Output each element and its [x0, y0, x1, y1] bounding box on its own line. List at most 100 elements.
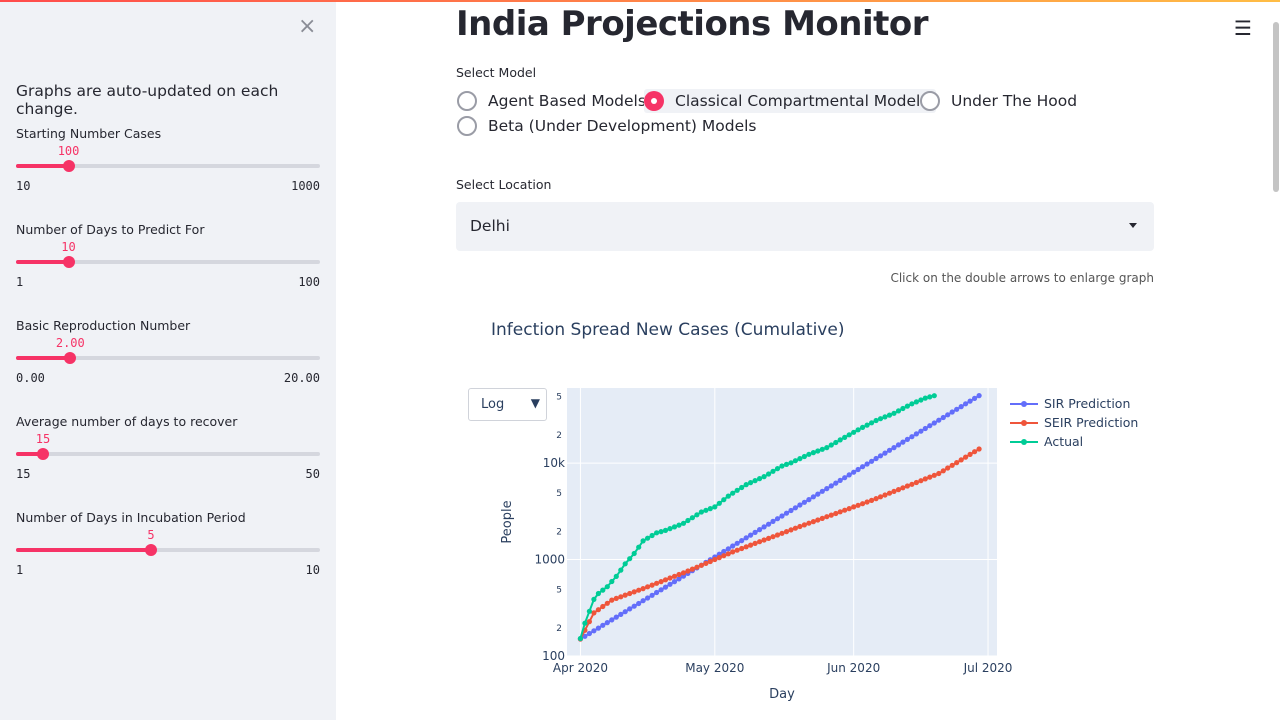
data-point-seir: [734, 547, 740, 553]
data-point-sir: [895, 442, 902, 448]
x-axis-label: Day: [769, 687, 795, 702]
chart-legend: SIR Prediction SEIR Prediction Actual: [1010, 394, 1138, 451]
data-point-sir: [931, 420, 937, 426]
data-point-seir: [658, 579, 664, 585]
data-point-seir: [654, 580, 660, 586]
data-point-sir: [846, 472, 852, 478]
legend-item-seir[interactable]: SEIR Prediction: [1010, 413, 1138, 432]
data-point-sir: [810, 494, 816, 500]
slider-value: 10: [61, 240, 76, 254]
data-point-actual: [622, 561, 628, 567]
data-point-seir: [909, 481, 915, 487]
data-point-actual: [586, 608, 592, 614]
data-point-seir: [891, 488, 897, 494]
radio-agent-based[interactable]: Agent Based Models: [457, 89, 646, 113]
data-point-sir: [582, 633, 588, 639]
scale-dropdown[interactable]: Log ▼: [468, 388, 547, 421]
data-point-sir: [743, 535, 749, 541]
legend-item-sir[interactable]: SIR Prediction: [1010, 394, 1138, 413]
data-point-seir: [801, 522, 807, 528]
data-point-seir: [895, 487, 902, 493]
data-point-sir: [622, 609, 628, 615]
data-point-seir: [770, 534, 776, 540]
data-point-seir: [922, 476, 928, 482]
slider-thumb[interactable]: [62, 160, 75, 172]
data-point-sir: [837, 477, 843, 483]
data-point-sir: [976, 393, 982, 399]
data-point-sir: [774, 516, 781, 522]
slider-thumb[interactable]: [62, 256, 75, 268]
data-point-sir: [922, 425, 928, 432]
slider-starting-cases: Starting Number Cases 100 10 1000: [16, 126, 320, 206]
slider-track[interactable]: [16, 544, 320, 556]
legend-label: SIR Prediction: [1044, 396, 1131, 411]
slider-track[interactable]: [16, 256, 320, 268]
menu-icon[interactable]: ☰: [1234, 16, 1252, 40]
data-point-seir: [703, 560, 709, 566]
data-point-sir: [613, 614, 619, 620]
slider-thumb[interactable]: [37, 448, 49, 460]
slider-thumb[interactable]: [145, 544, 157, 556]
data-point-actual: [801, 453, 807, 460]
data-point-sir: [842, 475, 848, 481]
data-point-sir: [600, 622, 606, 628]
scale-dropdown-value: Log: [481, 397, 505, 412]
data-point-sir: [797, 502, 803, 508]
data-point-actual: [770, 468, 776, 474]
data-point-sir: [869, 458, 875, 464]
data-point-actual: [734, 487, 740, 493]
data-point-seir: [806, 520, 812, 526]
data-point-actual: [582, 620, 588, 626]
slider-max: 20.00: [283, 371, 320, 385]
slider-min: 0.00: [16, 371, 45, 385]
location-select[interactable]: Delhi: [456, 202, 1154, 251]
radio-classical-compartmental[interactable]: Classical Compartmental Models: [644, 89, 937, 113]
data-point-seir: [694, 564, 700, 570]
data-point-actual: [828, 442, 834, 448]
data-point-actual: [667, 526, 673, 532]
data-point-sir: [734, 540, 740, 546]
scrollbar[interactable]: [1273, 22, 1279, 192]
data-point-seir: [779, 530, 785, 536]
data-point-sir: [945, 412, 951, 418]
data-point-actual: [869, 420, 875, 426]
data-point-seir: [645, 584, 651, 590]
data-point-seir: [833, 510, 839, 517]
y-tick-label: 1000: [534, 553, 565, 567]
slider-thumb[interactable]: [64, 352, 77, 364]
data-point-sir: [886, 447, 893, 453]
data-point-sir: [891, 445, 897, 451]
slider-fill: [16, 260, 69, 264]
data-point-seir: [954, 460, 960, 466]
close-sidebar-icon[interactable]: ×: [298, 14, 317, 39]
data-point-sir: [860, 464, 866, 470]
data-point-seir: [631, 589, 637, 595]
data-point-sir: [770, 518, 776, 524]
data-point-sir: [949, 409, 955, 415]
slider-min: 1: [16, 563, 24, 577]
data-point-seir: [810, 519, 816, 525]
data-point-actual: [627, 556, 633, 562]
legend-item-actual[interactable]: Actual: [1010, 432, 1138, 451]
slider-track[interactable]: [16, 448, 320, 460]
data-point-sir: [909, 434, 915, 440]
slider-fill: [16, 548, 151, 552]
data-point-sir: [913, 431, 919, 437]
data-point-seir: [752, 540, 758, 546]
radio-beta-models[interactable]: Beta (Under Development) Models: [457, 114, 757, 138]
slider-track[interactable]: [16, 352, 320, 364]
data-point-seir: [963, 454, 969, 460]
data-point-sir: [936, 417, 942, 423]
data-point-seir: [855, 502, 861, 508]
data-point-actual: [604, 584, 610, 590]
data-point-sir: [748, 532, 754, 538]
radio-under-the-hood[interactable]: Under The Hood: [920, 89, 1077, 113]
slider-track[interactable]: [16, 160, 320, 172]
radio-label: Agent Based Models: [488, 92, 646, 110]
data-point-actual: [927, 394, 933, 400]
radio-circle: [457, 91, 477, 111]
data-point-actual: [730, 490, 736, 496]
data-point-seir: [972, 449, 978, 455]
data-point-actual: [783, 461, 790, 467]
data-point-seir: [792, 525, 798, 531]
